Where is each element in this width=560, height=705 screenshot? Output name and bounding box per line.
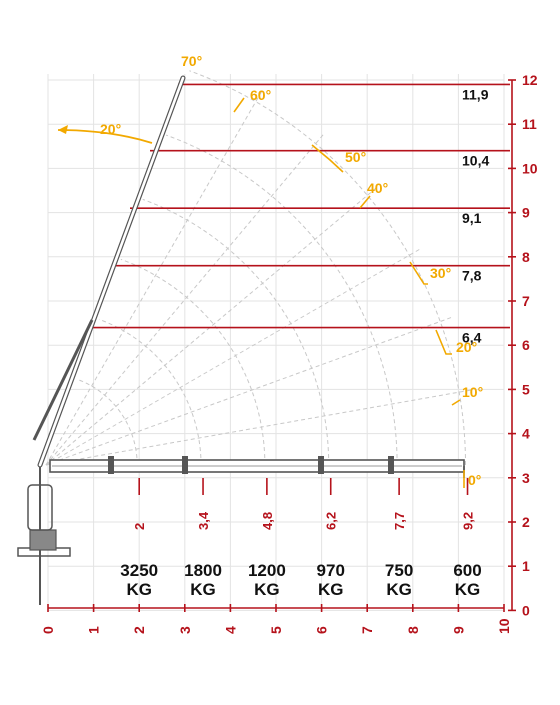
boom-section-joint [388,456,394,474]
angle-ray [45,316,454,466]
capacity-load-value: 600 [453,561,481,580]
height-level-label: 10,4 [462,153,489,169]
height-axis-label: 1 [522,558,530,574]
capacity-load-unit: KG [190,580,216,599]
height-axis-label: 2 [522,514,530,530]
reach-arc [120,258,266,466]
crane-drawing [17,75,465,605]
angle-ray [45,89,264,466]
reach-axis-label: 6 [314,626,330,634]
capacity-reach-label: 2 [132,523,147,530]
boom-over-angle-arc [57,129,153,144]
reach-axis-label: 5 [268,626,284,634]
angle-label: 50° [345,149,366,165]
angle-label: 10° [462,384,483,400]
angle-label: 40° [367,180,388,196]
angle-ray [45,186,379,466]
height-axis-label: 6 [522,337,530,353]
reach-axis-label: 3 [177,626,193,634]
reach-axis-label: 7 [359,626,375,634]
height-axis-label: 0 [522,602,530,618]
boom-section-joint [182,456,188,474]
height-level-lines: 11,9 10,4 9,1 7,8 6,4 [92,83,510,346]
boom-section-joint [318,456,324,474]
capacity-load-value: 1800 [184,561,222,580]
angle-label: 20° [456,339,477,355]
boom-over-angle-label: 20° [100,121,121,137]
capacity-reach-label: 4,8 [260,512,275,530]
height-axis-label: 4 [522,426,530,442]
angle-ray [45,247,422,466]
capacity-reach-label: 6,2 [324,512,339,530]
capacity-load-unit: KG [318,580,344,599]
height-level-label: 7,8 [462,268,482,284]
angle-marker [233,97,245,113]
reach-axis-label: 0 [40,626,56,634]
capacity-load-unit: KG [386,580,412,599]
reach-axis-label: 8 [405,626,421,634]
height-axis-label: 12 [522,72,538,88]
height-level-label: 9,1 [462,210,482,226]
boom-section-joint [108,456,114,474]
reach-arc [189,70,467,466]
capacity-reach-label: 7,7 [392,512,407,530]
angle-marker [435,329,452,355]
background-grid [47,74,505,611]
angle-label: 70° [181,53,202,69]
height-axis-label: 7 [522,293,530,309]
capacity-load-unit: KG [126,580,152,599]
angle-marker [359,195,371,209]
reach-axis-label: 4 [222,626,238,634]
capacity-reach-label: 3,4 [196,511,211,530]
boom-cylinder [32,319,94,441]
angle-ray [45,389,473,466]
reach-arc [142,198,330,466]
reach-arc [98,318,202,466]
reach-axis-label: 9 [450,626,466,634]
crane-pump-block [29,529,57,551]
reach-axis-label: 10 [496,618,512,634]
height-axis-label: 9 [522,205,530,221]
capacity-load-value: 3250 [120,561,158,580]
angle-label: 30° [430,265,451,281]
capacity-load-value: 1200 [248,561,286,580]
capacity-load-unit: KG [254,580,280,599]
angle-label: 0° [468,472,481,488]
boom-over-angle-arrowhead [58,125,68,134]
capacity-table: 23250KG3,41800KG4,81200KG6,2970KG7,7750K… [120,478,482,599]
height-axis-label: 8 [522,249,530,265]
capacity-reach-label: 9,2 [461,512,476,530]
capacity-load-value: 750 [385,561,413,580]
angle-label: 60° [250,87,271,103]
boom-raised-inner [38,76,185,467]
angle-marker [311,144,344,173]
height-axis-label: 11 [522,116,537,132]
height-axis-label: 10 [522,160,538,176]
angle-marker [451,399,461,406]
reach-axis-label: 1 [86,626,102,634]
reach-arc [77,378,138,466]
height-level-label: 6,4 [462,330,482,346]
angle-markers: 70° 60° 50°40° 30° 20° 10° 0° 20° [57,53,483,488]
height-axis-label: 5 [522,381,530,397]
reach-arcs [45,70,473,466]
height-level-label: 11,9 [462,86,489,102]
height-axis-label: 3 [522,470,530,486]
angle-ray [45,132,325,466]
angle-marker [409,261,428,285]
crane-slewing-housing [27,484,53,531]
capacity-load-value: 970 [317,561,345,580]
reach-axis-label: 2 [131,626,147,634]
capacity-load-unit: KG [455,580,481,599]
